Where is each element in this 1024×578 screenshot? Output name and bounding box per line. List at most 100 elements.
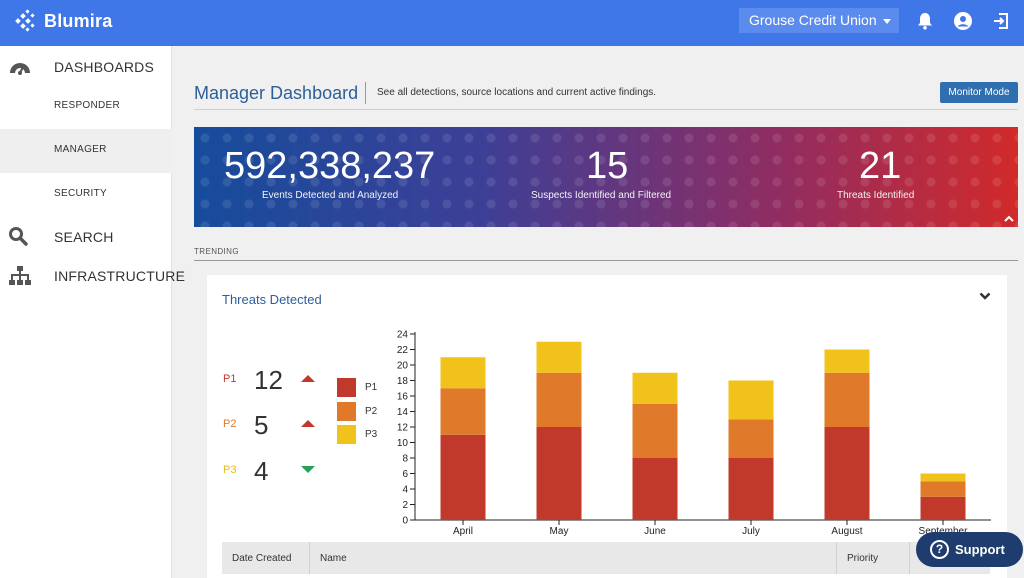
column-divider (836, 542, 837, 574)
y-tick-label: 24 (397, 330, 409, 341)
column-header-name[interactable]: Name (320, 553, 347, 564)
user-icon[interactable] (953, 11, 973, 31)
bar-segment-p1 (728, 458, 774, 520)
header-divider (194, 109, 1018, 110)
legend-swatch (337, 378, 356, 397)
column-header-date-created[interactable]: Date Created (232, 553, 292, 564)
y-tick-label: 10 (397, 438, 409, 449)
events-label: Events Detected and Analyzed (262, 190, 399, 201)
page-description: See all detections, source locations and… (377, 87, 657, 98)
legend-swatch (337, 425, 356, 444)
bar-segment-p3 (728, 380, 774, 420)
dashboard-gauge-icon (10, 63, 30, 75)
priority-tag: P1 (223, 373, 237, 385)
trend-up-icon (301, 375, 315, 382)
y-tick-label: 6 (402, 469, 408, 480)
trend-down-icon (301, 466, 315, 473)
legend-item-p1: P1 (337, 378, 397, 398)
x-tick-label: September (919, 526, 969, 537)
sidebar: DASHBOARDS RESPONDER MANAGER SECURITY SE… (0, 46, 185, 578)
bar-segment-p3 (536, 341, 582, 373)
sidebar-item-search[interactable]: SEARCH (0, 222, 172, 252)
sidebar-item-infrastructure[interactable]: INFRASTRUCTURE (0, 261, 185, 291)
bar-segment-p1 (920, 496, 966, 520)
y-tick-label: 20 (397, 361, 409, 372)
sidebar-item-dashboards[interactable]: DASHBOARDS (0, 52, 172, 82)
threats-detected-card: Threats Detected P1 12 P2 5 P3 4 P1 P2 P… (207, 275, 1007, 578)
legend-item-p3: P3 (337, 425, 397, 445)
suspects-label: Suspects Identified and Filtered (531, 190, 672, 201)
logout-icon[interactable] (991, 11, 1011, 31)
support-label: Support (955, 542, 1005, 557)
bar-segment-p3 (632, 372, 678, 404)
caret-down-icon (883, 19, 891, 24)
bell-icon[interactable] (915, 11, 935, 31)
bar-segment-p2 (440, 388, 486, 435)
page-title: Manager Dashboard (194, 83, 359, 103)
y-tick-label: 22 (397, 345, 409, 356)
sidebar-item-label: INFRASTRUCTURE (54, 268, 186, 284)
legend-label: P1 (365, 382, 378, 393)
sidebar-item-manager[interactable]: MANAGER (0, 129, 172, 173)
card-title: Threats Detected (222, 292, 322, 307)
suspects-count: 15 (586, 145, 629, 187)
y-tick-label: 4 (402, 485, 408, 496)
monitor-mode-button[interactable]: Monitor Mode (940, 82, 1018, 103)
y-tick-label: 0 (402, 516, 408, 527)
bar-segment-p3 (824, 349, 870, 373)
threats-table-header: Date Created Name Priority (222, 542, 990, 574)
priority-row-p3: P3 4 (223, 456, 323, 486)
logo[interactable]: Blumira (14, 9, 112, 33)
column-divider (909, 542, 910, 574)
x-tick-label: August (831, 526, 862, 537)
bar-segment-p2 (920, 481, 966, 497)
support-button[interactable]: ? Support (916, 532, 1023, 567)
x-tick-label: May (550, 526, 569, 537)
bar-segment-p1 (536, 427, 582, 520)
bar-segment-p2 (728, 419, 774, 458)
threats-label: Threats Identified (837, 190, 915, 201)
blumira-logo-icon (15, 9, 35, 32)
legend-swatch (337, 402, 356, 421)
chevron-up-icon[interactable] (1004, 215, 1014, 223)
bar-segment-p2 (536, 372, 582, 427)
y-tick-label: 8 (402, 454, 408, 465)
bar-segment-p1 (440, 434, 486, 520)
y-tick-label: 2 (402, 500, 408, 511)
events-count: 592,338,237 (224, 145, 436, 187)
trending-section-label: TRENDING (194, 247, 239, 256)
priority-row-p1: P1 12 (223, 365, 323, 395)
priority-tag: P2 (223, 418, 237, 430)
bar-segment-p2 (824, 372, 870, 427)
sidebar-item-security[interactable]: SECURITY (0, 173, 172, 217)
x-tick-label: July (742, 526, 760, 537)
bar-segment-p3 (920, 473, 966, 482)
bar-segment-p1 (632, 458, 678, 520)
sidebar-item-responder[interactable]: RESPONDER (0, 85, 172, 129)
organization-select[interactable]: Grouse Credit Union (739, 8, 899, 33)
legend-label: P3 (365, 429, 378, 440)
title-divider (365, 82, 366, 104)
column-header-priority[interactable]: Priority (847, 553, 879, 564)
trending-divider (194, 260, 1018, 261)
sidebar-item-label: DASHBOARDS (54, 59, 155, 75)
y-tick-label: 12 (397, 423, 409, 434)
priority-count: 4 (254, 456, 269, 486)
y-tick-label: 16 (397, 392, 409, 403)
chevron-down-icon[interactable] (979, 291, 991, 301)
sidebar-item-label: SEARCH (54, 229, 114, 245)
bar-segment-p1 (824, 427, 870, 520)
y-tick-label: 14 (397, 407, 409, 418)
sidebar-item-label: RESPONDER (54, 100, 121, 111)
x-tick-label: June (644, 526, 666, 537)
network-tree-icon (9, 266, 31, 285)
organization-select-value: Grouse Credit Union (749, 12, 877, 28)
priority-row-p2: P2 5 (223, 410, 323, 440)
priority-count: 5 (254, 410, 269, 440)
bar-segment-p2 (632, 403, 678, 458)
app-name: Blumira (44, 10, 113, 31)
search-icon (9, 227, 28, 246)
bar-segment-p3 (440, 357, 486, 389)
priority-tag: P3 (223, 464, 237, 476)
